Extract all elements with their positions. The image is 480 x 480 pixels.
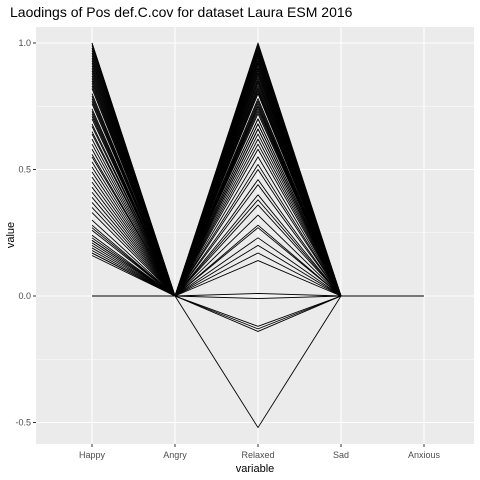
y-tick-label: 0.5 [18,165,31,175]
chart-title: Laodings of Pos def.C.cov for dataset La… [10,4,353,20]
y-axis-title: value [5,222,17,248]
y-tick-label: -0.5 [15,418,31,428]
x-axis-ticks: Happy Angry Relaxed Sad Anxious [79,444,441,460]
series-line [92,295,424,429]
x-tick-label: Happy [79,450,106,460]
x-tick-label: Anxious [408,450,441,460]
x-tick-label: Sad [333,450,349,460]
y-axis-ticks: 1.0 0.5 0.0 -0.5 [15,38,36,428]
series-lines [91,42,424,429]
x-tick-label: Relaxed [241,450,274,460]
x-axis-title: variable [236,463,275,475]
y-tick-label: 1.0 [18,38,31,48]
x-tick-label: Angry [163,450,187,460]
y-tick-label: 0.0 [18,291,31,301]
